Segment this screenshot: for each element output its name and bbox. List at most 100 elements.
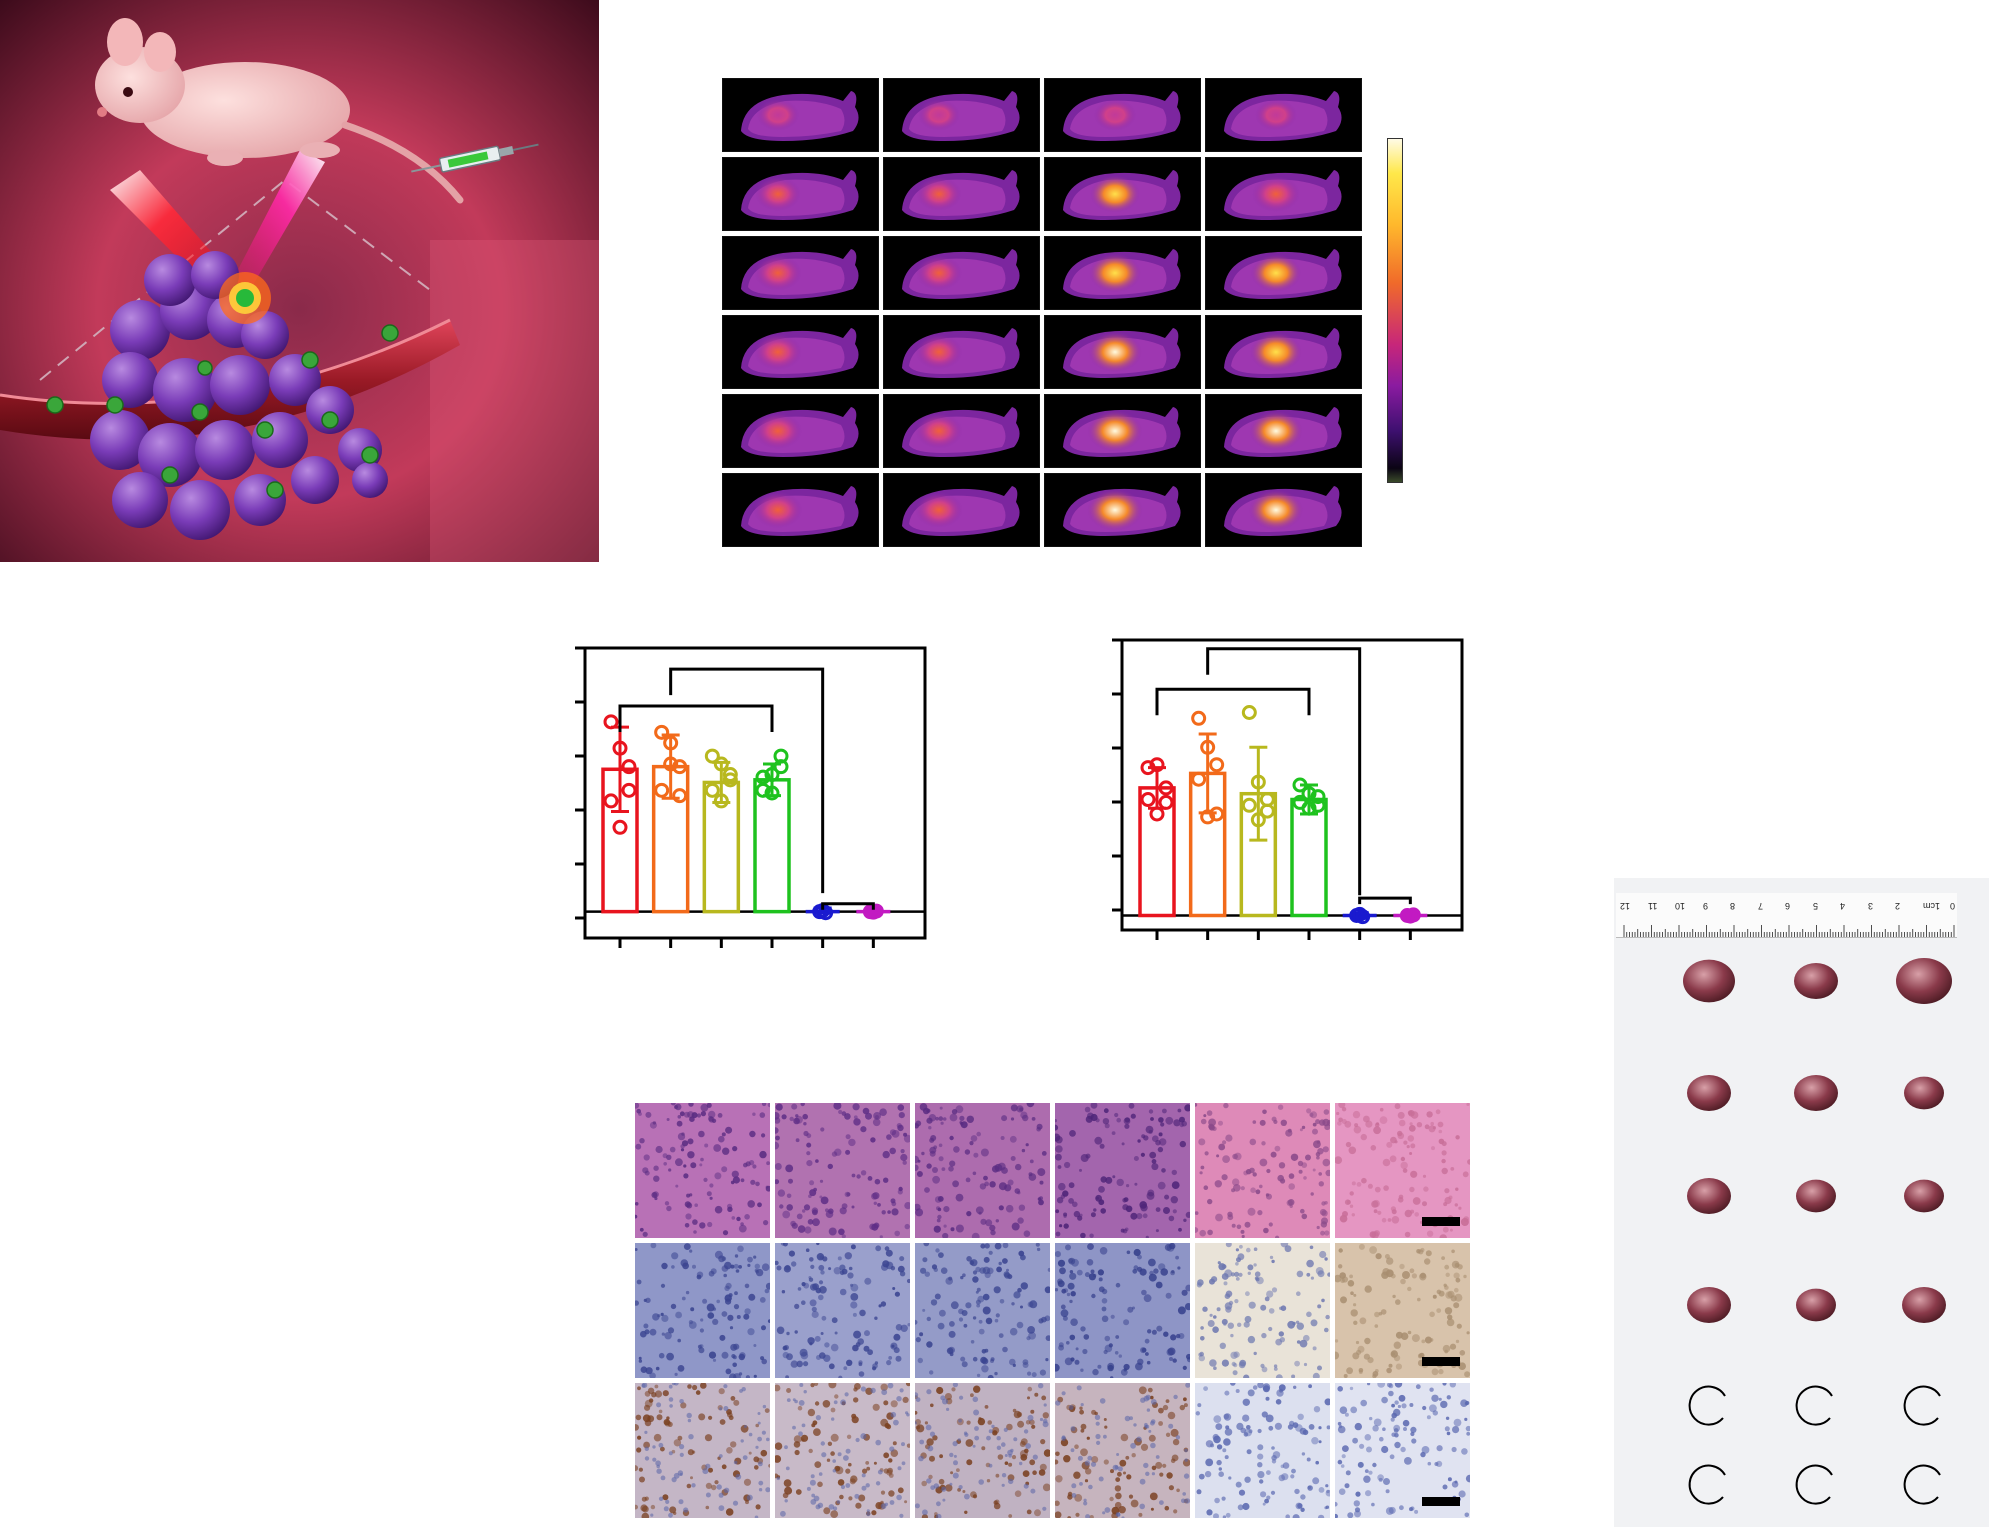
data-point (654, 724, 670, 740)
ruler-label: 10 (1675, 901, 1686, 911)
data-point (1209, 757, 1225, 773)
nanoparticle-markers (46, 324, 399, 499)
significance-bracket (1206, 647, 1362, 896)
significance-bracket (669, 667, 825, 894)
excised-tumor (1687, 1286, 1731, 1324)
thermal-image-cell (1044, 157, 1201, 231)
data-point (1158, 794, 1174, 810)
data-point (1405, 907, 1421, 923)
thermal-image-cell (883, 315, 1040, 389)
data-point (704, 748, 720, 764)
thermal-image-cell (1205, 473, 1362, 547)
bar-chart-1 (565, 640, 945, 960)
bar (1290, 797, 1328, 918)
histology-image-cell (1195, 1243, 1330, 1378)
histology-image-cell (1055, 1243, 1190, 1378)
data-point (704, 782, 720, 798)
data-point (1292, 777, 1308, 793)
data-point (1140, 760, 1156, 776)
ruler-label: 7 (1757, 901, 1763, 911)
data-point (1250, 812, 1266, 828)
ruler: 12 11 10 9 8 7 6 5 4 3 2 1cm 0 (1616, 893, 1957, 938)
empty-tumor-marker (1903, 1464, 1941, 1505)
excised-tumor (1687, 1074, 1731, 1112)
histology-image-cell (915, 1243, 1050, 1378)
thermal-imaging-grid (722, 78, 1403, 552)
excised-tumor (1904, 1179, 1944, 1213)
bar-chart-1-svg (575, 646, 927, 948)
ruler-label: 11 (1647, 901, 1657, 911)
data-point (612, 740, 628, 756)
data-point (654, 782, 670, 798)
scale-bar (1422, 1357, 1460, 1366)
histology-image-cell (915, 1103, 1050, 1238)
ruler-label: 2 (1895, 901, 1901, 911)
data-point (612, 819, 628, 835)
data-point (1310, 797, 1326, 813)
ruler-label: 9 (1702, 901, 1708, 911)
data-point (1250, 774, 1266, 790)
data-point (1191, 771, 1207, 787)
data-point (663, 756, 679, 772)
data-point (764, 767, 780, 783)
data-point (1209, 806, 1225, 822)
empty-tumor-marker (1688, 1385, 1726, 1426)
significance-bracket (618, 704, 774, 732)
thermal-image-cell (1205, 78, 1362, 152)
schematic-artwork (0, 0, 599, 562)
thermal-image-cell (883, 473, 1040, 547)
excised-tumor (1794, 1074, 1838, 1112)
thermal-image-cell (1044, 78, 1201, 152)
thermal-image-cell (883, 236, 1040, 310)
histology-image-cell (915, 1383, 1050, 1518)
thermal-image-cell (1044, 394, 1201, 468)
data-point (1259, 803, 1275, 819)
excised-tumor-photo (1614, 878, 1989, 1527)
data-point (1140, 792, 1156, 807)
histology-image-cell (1055, 1383, 1190, 1518)
excised-tumor (1687, 1177, 1731, 1215)
data-point (1241, 797, 1257, 813)
data-point (1158, 780, 1174, 796)
data-point (713, 756, 729, 772)
data-point (1149, 806, 1165, 822)
data-point (603, 793, 619, 809)
excised-tumor (1794, 962, 1838, 1000)
bar-chart-2-svg (1112, 638, 1464, 940)
thermal-image-cell (883, 78, 1040, 152)
histology-image-cell (775, 1243, 910, 1378)
data-point (1200, 809, 1216, 825)
data-point (773, 748, 789, 764)
thermal-image-cell (1044, 473, 1201, 547)
data-point (713, 793, 729, 809)
data-point (1149, 757, 1165, 773)
significance-bracket (821, 902, 875, 910)
data-point (1310, 789, 1326, 805)
histology-image-cell (775, 1383, 910, 1518)
ruler-label: 4 (1840, 901, 1846, 911)
temperature-colorbar (1387, 138, 1403, 483)
excised-tumor (1796, 1179, 1836, 1213)
thermal-image-cell (722, 157, 879, 231)
histology-image-cell (1195, 1383, 1330, 1518)
data-point (621, 759, 637, 775)
empty-tumor-marker (1795, 1464, 1833, 1505)
data-point (722, 772, 738, 788)
data-point (818, 905, 834, 921)
significance-bracket (1155, 687, 1311, 716)
histology-image-cell (1335, 1103, 1470, 1238)
histology-image-cell (635, 1243, 770, 1378)
plot-frame (583, 646, 927, 940)
thermal-image-cell (1044, 315, 1201, 389)
excised-tumor (1683, 959, 1735, 1003)
data-point (764, 785, 780, 801)
nanoparticle-glow (219, 272, 271, 324)
excised-tumor (1796, 1288, 1836, 1322)
thermal-image-cell (1044, 236, 1201, 310)
histology-image-cell (775, 1103, 910, 1238)
thermal-image-cell (722, 473, 879, 547)
histology-image-cell (1055, 1103, 1190, 1238)
histology-image-cell (635, 1383, 770, 1518)
ruler-label: 1cm (1922, 901, 1940, 911)
histology-image-cell (1335, 1383, 1470, 1518)
